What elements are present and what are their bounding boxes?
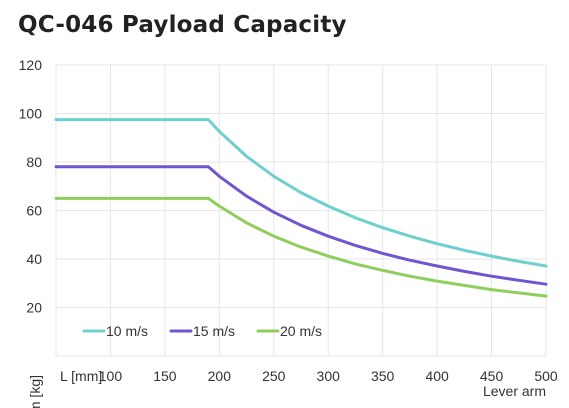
x-tick-label: 200 [208, 368, 232, 384]
series-line-15-m-s [54, 165, 548, 286]
x-tick-label: 500 [534, 368, 558, 384]
grid-lines [56, 64, 547, 356]
x-tick-label: 450 [480, 368, 504, 384]
legend-label: 20 m/s [280, 323, 322, 339]
y-tick-label: 60 [26, 203, 42, 219]
legend-label: 10 m/s [106, 323, 148, 339]
y-tick-label: 100 [19, 106, 43, 122]
x-tick-label: 150 [153, 368, 177, 384]
x-tick-label: 350 [371, 368, 395, 384]
y-tick-label: 40 [26, 251, 42, 267]
chart-title: QC-046 Payload Capacity [18, 12, 347, 38]
y-tick-label: 120 [19, 57, 43, 73]
tick-labels: 20 40 60 80 100 120 100 150 200 250 300 350 400 450 50… [19, 57, 558, 408]
series-line-20-m-s [54, 196, 548, 298]
y-axis-title: m [kg] [27, 375, 43, 408]
legend-label: 15 m/s [193, 323, 235, 339]
x-tick-label: 100 [99, 368, 123, 384]
series-line-10-m-s [54, 118, 548, 268]
x-tick-label: 300 [317, 368, 341, 384]
y-tick-label: 80 [26, 154, 42, 170]
axes [55, 65, 546, 357]
x-unit-label: L [mm] [60, 368, 102, 384]
series-lines [54, 118, 548, 298]
x-axis-title: Lever arm [483, 383, 546, 399]
x-tick-label: 250 [262, 368, 286, 384]
y-tick-label: 20 [26, 300, 42, 316]
legend: 10 m/s 15 m/s 20 m/s [82, 323, 322, 339]
x-tick-label: 400 [425, 368, 449, 384]
